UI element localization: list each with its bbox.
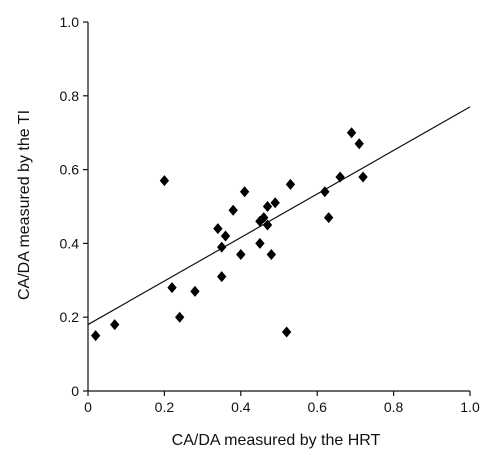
x-axis-label: CA/DA measured by the HRT	[172, 432, 381, 449]
data-point	[110, 319, 120, 331]
x-tick-label: 0.2	[155, 399, 175, 415]
data-point	[228, 204, 238, 216]
data-point	[236, 248, 246, 260]
regression-line-group	[87, 106, 471, 326]
data-point	[358, 171, 368, 183]
data-point	[217, 271, 227, 283]
x-tick-label: 1.0	[460, 399, 480, 415]
data-point	[213, 223, 223, 235]
data-point	[285, 178, 296, 190]
data-point	[354, 138, 364, 150]
y-tick-label: 0.2	[60, 309, 80, 325]
data-point	[266, 248, 277, 260]
data-point	[346, 127, 357, 139]
data-point	[255, 215, 265, 227]
data-point	[270, 197, 280, 209]
x-tick-label: 0.4	[231, 399, 251, 415]
data-points	[90, 127, 368, 342]
data-point	[281, 326, 292, 338]
data-point	[220, 230, 231, 242]
data-point	[175, 311, 185, 323]
data-point	[262, 219, 273, 231]
data-point	[259, 212, 269, 224]
data-point	[217, 241, 227, 253]
data-point	[262, 201, 273, 212]
y-tick-label: 0	[71, 383, 79, 399]
regression-line	[87, 106, 471, 326]
y-axis-label: CA/DA measured by the TI	[16, 110, 33, 300]
data-point	[159, 175, 170, 187]
data-point	[320, 186, 330, 198]
x-tick-label: 0.6	[307, 399, 327, 415]
data-point	[239, 186, 250, 198]
y-tick-label: 0.8	[60, 88, 80, 104]
data-point	[190, 285, 200, 297]
y-tick-label: 0.6	[60, 162, 80, 178]
axes	[87, 22, 470, 392]
y-tick-label: 0.4	[60, 235, 80, 251]
data-point	[90, 330, 101, 342]
axis-ticks: 0 0.2 0.4 0.6 0.8 1.0 0 0.2 0.4 0.6 0.8 1.0	[60, 14, 480, 415]
data-point	[335, 171, 345, 183]
x-tick-label: 0.8	[384, 399, 404, 415]
data-point	[323, 212, 334, 224]
data-point	[167, 282, 177, 294]
data-point	[255, 237, 265, 249]
y-tick-label: 1.0	[60, 14, 80, 30]
x-tick-label: 0	[84, 399, 92, 415]
